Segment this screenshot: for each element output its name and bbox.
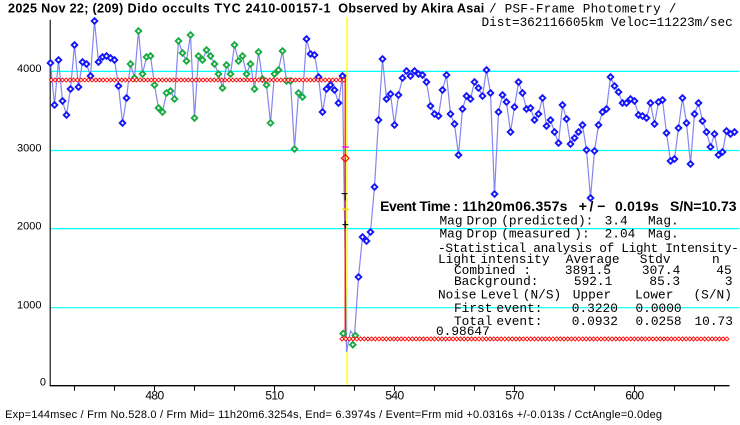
svg-text:Dist=362116605km Veloc=11223m/: Dist=362116605km Veloc=11223m/sec	[482, 15, 733, 30]
svg-text::: :	[523, 263, 531, 278]
svg-text:intensity: intensity	[480, 252, 549, 267]
svg-text:2000: 2000	[17, 220, 41, 232]
svg-text:480: 480	[145, 389, 164, 403]
svg-text:1000: 1000	[17, 300, 41, 312]
svg-text:First: First	[454, 301, 492, 316]
svg-text:3: 3	[725, 274, 733, 289]
svg-text:Combined: Combined	[454, 263, 515, 278]
svg-text:−: −	[597, 198, 605, 214]
svg-text:Mag: Mag	[440, 227, 463, 242]
svg-text:11h20m06.357s: 11h20m06.357s	[462, 198, 568, 214]
svg-text:4000: 4000	[17, 63, 41, 75]
svg-text:/ PSF-Frame Photometry /: / PSF-Frame Photometry /	[489, 1, 677, 16]
svg-text:0.3220: 0.3220	[572, 301, 618, 316]
svg-text:Level: Level	[480, 288, 518, 303]
svg-text:85.3: 85.3	[649, 274, 680, 289]
svg-text:Upper: Upper	[573, 288, 611, 303]
svg-text:0: 0	[40, 377, 46, 389]
svg-text:(S/N): (S/N)	[694, 288, 732, 303]
svg-text:Noise: Noise	[438, 288, 476, 303]
svg-text:570: 570	[505, 389, 524, 403]
svg-text:Dido occults TYC 2410-00157-1: Dido occults TYC 2410-00157-1	[128, 1, 332, 15]
svg-text:540: 540	[385, 389, 404, 403]
svg-text:592.1: 592.1	[574, 274, 613, 289]
svg-text:307.4: 307.4	[642, 263, 681, 278]
svg-text:Mag: Mag	[440, 214, 463, 229]
svg-text:600: 600	[625, 389, 644, 403]
svg-text:+: +	[579, 198, 587, 214]
svg-text:510: 510	[265, 389, 284, 403]
svg-text:):: ):	[574, 227, 589, 242]
svg-text:(predicted):: (predicted):	[501, 214, 593, 229]
svg-text:0.0258: 0.0258	[636, 314, 682, 329]
svg-text:n: n	[712, 252, 720, 267]
svg-text:Observed by Akira Asai: Observed by Akira Asai	[338, 1, 484, 15]
svg-text:event:: event:	[496, 314, 542, 329]
svg-text:Event Time :: Event Time :	[380, 198, 458, 214]
svg-text:-Statistical analysis of Light: -Statistical analysis of Light Intensity…	[438, 241, 739, 256]
svg-text:(N/S): (N/S)	[523, 288, 561, 303]
svg-text:Exp=144msec / Frm No.528.0 / F: Exp=144msec / Frm No.528.0 / Frm Mid= 11…	[5, 409, 662, 421]
svg-text:Mag.: Mag.	[648, 227, 679, 242]
svg-text:0.0932: 0.0932	[572, 314, 618, 329]
svg-text:0.98647: 0.98647	[436, 324, 490, 339]
svg-text:Light: Light	[438, 252, 476, 267]
svg-text:Lower: Lower	[635, 288, 673, 303]
svg-text:45: 45	[716, 263, 731, 278]
svg-text:Background:: Background:	[454, 274, 538, 289]
svg-text:event:: event:	[496, 301, 542, 316]
svg-text:Drop: Drop	[467, 214, 498, 229]
svg-text:10.73: 10.73	[695, 314, 733, 329]
svg-text:Average: Average	[566, 252, 620, 267]
svg-text:Mag.: Mag.	[648, 214, 679, 229]
svg-text:3.4: 3.4	[605, 214, 628, 229]
svg-text:2025 Nov 22; (209): 2025 Nov 22; (209)	[8, 1, 124, 15]
svg-text:(measured: (measured	[501, 227, 570, 242]
svg-text:Stdv: Stdv	[640, 252, 671, 267]
svg-text:0.019s: 0.019s	[615, 198, 659, 214]
svg-text:/: /	[590, 198, 594, 214]
svg-text:3000: 3000	[17, 142, 41, 154]
svg-text:Total: Total	[454, 314, 492, 329]
svg-text:Drop: Drop	[467, 227, 498, 242]
svg-text:2.04: 2.04	[605, 227, 636, 242]
svg-text:0.0000: 0.0000	[636, 301, 682, 316]
svg-text:3891.5: 3891.5	[565, 263, 611, 278]
svg-text:S/N=10.73: S/N=10.73	[670, 198, 737, 214]
